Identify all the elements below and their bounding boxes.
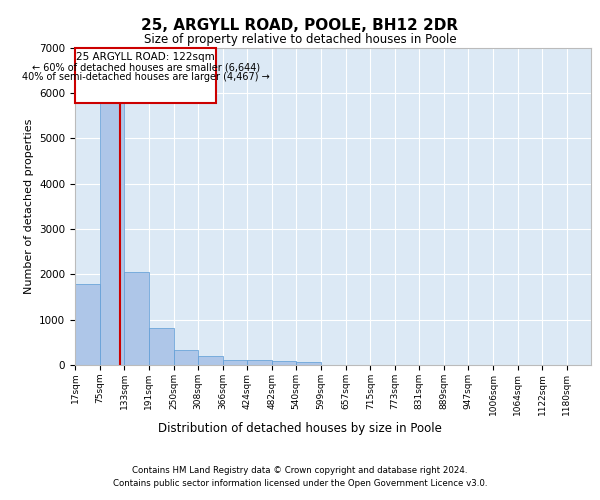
Bar — [272, 361, 296, 365]
Text: 40% of semi-detached houses are larger (4,467) →: 40% of semi-detached houses are larger (… — [22, 72, 269, 82]
Text: Size of property relative to detached houses in Poole: Size of property relative to detached ho… — [143, 32, 457, 46]
Text: Distribution of detached houses by size in Poole: Distribution of detached houses by size … — [158, 422, 442, 435]
Bar — [174, 350, 198, 365]
Y-axis label: Number of detached properties: Number of detached properties — [23, 118, 34, 294]
Bar — [149, 328, 173, 365]
Bar — [199, 356, 223, 365]
Bar — [247, 360, 272, 365]
Text: 25 ARGYLL ROAD: 122sqm: 25 ARGYLL ROAD: 122sqm — [76, 52, 215, 62]
Bar — [76, 284, 100, 365]
Text: 25, ARGYLL ROAD, POOLE, BH12 2DR: 25, ARGYLL ROAD, POOLE, BH12 2DR — [142, 18, 458, 32]
Text: Contains HM Land Registry data © Crown copyright and database right 2024.
Contai: Contains HM Land Registry data © Crown c… — [113, 466, 487, 487]
FancyBboxPatch shape — [75, 48, 216, 103]
Bar — [100, 103, 124, 365]
Bar — [296, 362, 321, 365]
Bar — [223, 360, 247, 365]
Bar — [124, 272, 149, 365]
Text: ← 60% of detached houses are smaller (6,644): ← 60% of detached houses are smaller (6,… — [32, 62, 260, 72]
